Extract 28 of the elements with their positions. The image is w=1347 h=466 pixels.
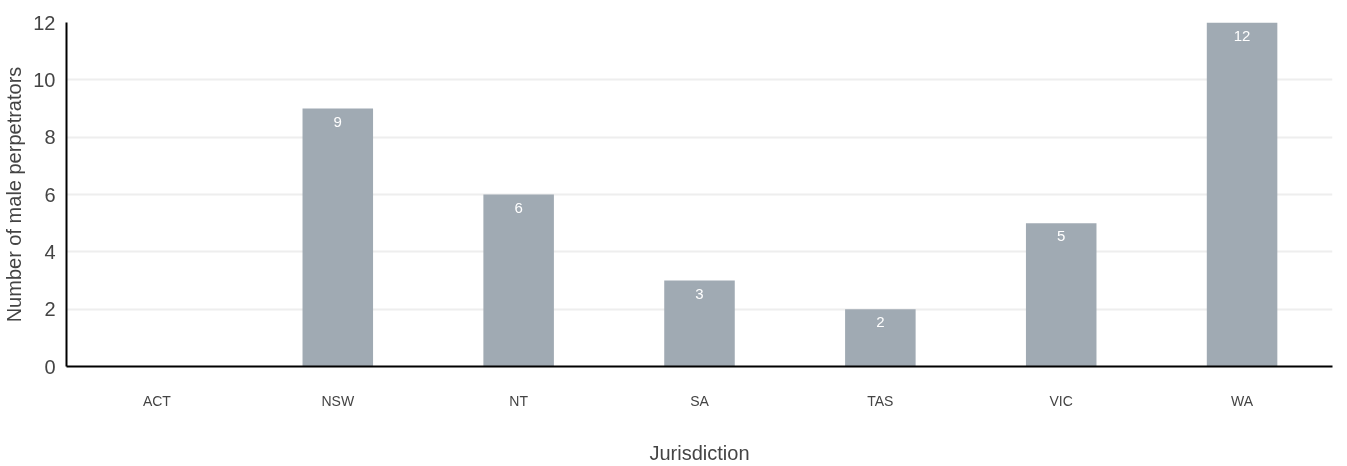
data-label: 12: [1233, 26, 1251, 44]
data-label: 3: [695, 284, 704, 302]
bar: [483, 194, 554, 367]
x-axis-title: Jurisdiction: [649, 441, 750, 464]
bar: [1025, 223, 1097, 367]
bar: [664, 280, 735, 367]
x-tick-label: SA: [690, 392, 710, 409]
y-tick-label: 10: [33, 68, 56, 91]
bar: [302, 108, 374, 367]
y-tick-label: 12: [33, 11, 56, 34]
y-tick-label: 0: [44, 355, 56, 378]
x-tick-label: ACT: [142, 392, 172, 409]
y-tick-label: 4: [44, 240, 56, 263]
y-tick-label: 2: [44, 298, 56, 321]
y-axis-title: Number of male perpetrators: [3, 66, 26, 323]
x-tick-label: WA: [1231, 392, 1254, 409]
x-tick-label: TAS: [867, 392, 894, 409]
x-tick-label: NT: [509, 392, 529, 409]
bar: [1206, 22, 1278, 367]
bar: [845, 309, 916, 367]
data-label: 9: [333, 112, 342, 130]
y-tick-label: 6: [44, 183, 56, 206]
data-label: 5: [1057, 227, 1066, 245]
y-tick-label: 8: [44, 126, 56, 149]
data-label: 2: [876, 313, 885, 331]
data-label: 6: [514, 198, 523, 216]
x-tick-label: NSW: [321, 392, 355, 409]
x-tick-label: VIC: [1049, 392, 1073, 409]
